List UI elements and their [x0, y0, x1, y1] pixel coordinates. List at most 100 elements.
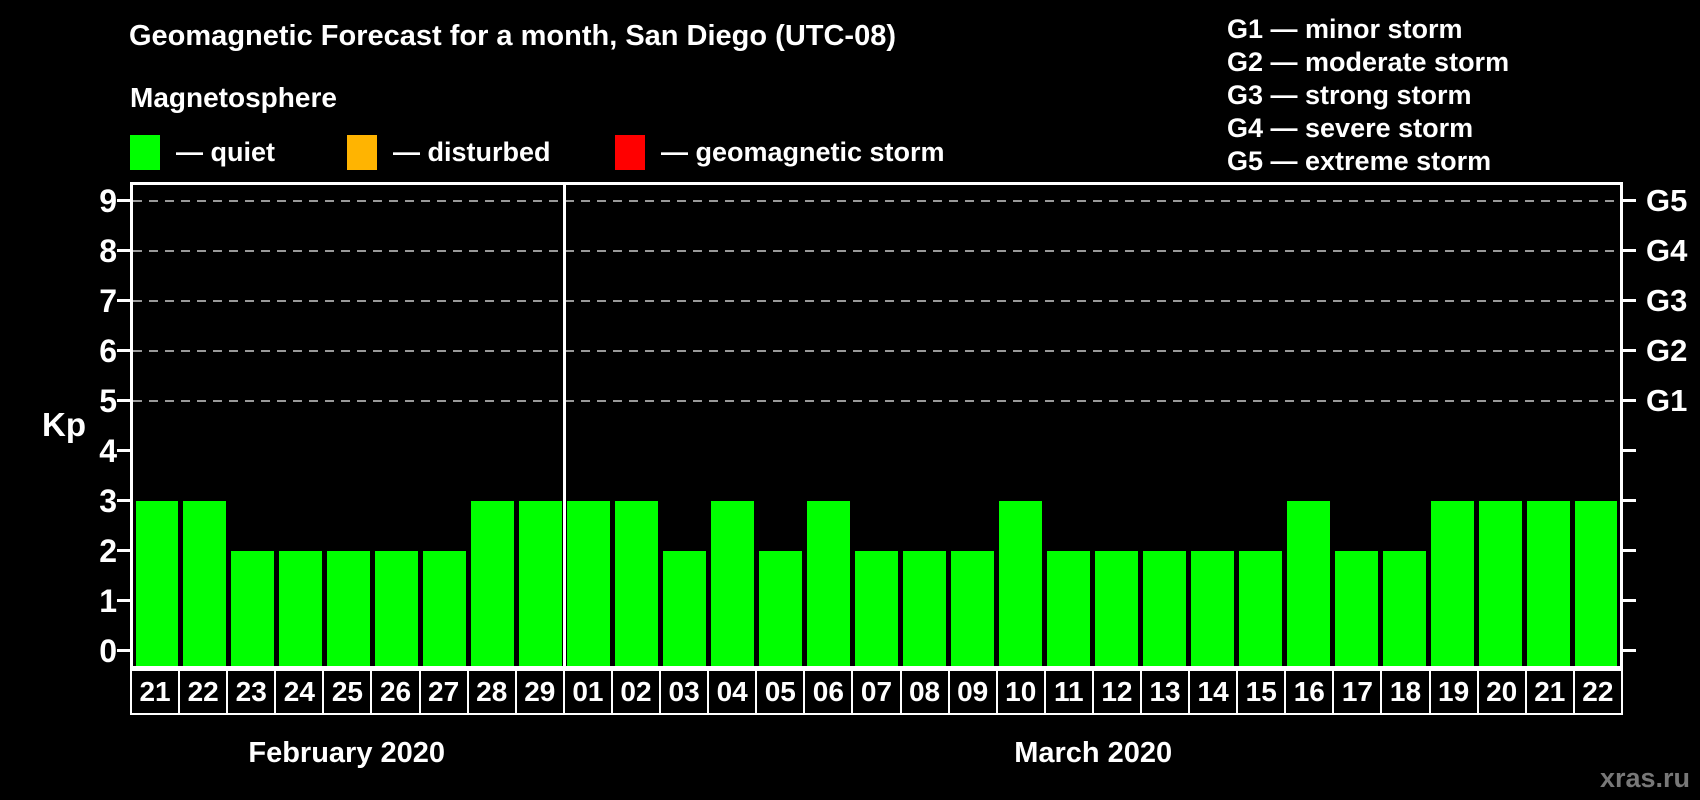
- g-scale-legend-line: G1 — minor storm: [1227, 14, 1463, 44]
- g-axis-tick-mark: [1623, 449, 1636, 452]
- date-cell-05: 05: [755, 669, 806, 715]
- y-axis-tick-label-1: 1: [99, 583, 117, 619]
- y-axis-tick-mark: [117, 599, 130, 602]
- date-cell-27: 27: [418, 669, 469, 715]
- y-axis-tick-label-5: 5: [99, 383, 117, 419]
- kp-bar-day-08: [902, 551, 946, 666]
- y-axis-tick-label-6: 6: [99, 333, 117, 369]
- kp-bar-day-09: [950, 551, 994, 666]
- y-axis-tick-mark: [117, 649, 130, 652]
- legend-item-label: — disturbed: [393, 137, 551, 167]
- gridline-kp-6: [133, 350, 1620, 352]
- kp-bar-day-05: [759, 551, 803, 666]
- y-axis-tick-mark: [117, 199, 130, 202]
- month-separator-line: [563, 185, 567, 666]
- date-cell-06: 06: [803, 669, 854, 715]
- month-label-march: March 2020: [1014, 737, 1173, 769]
- date-cell-04: 04: [707, 669, 758, 715]
- y-axis-tick-label-4: 4: [99, 433, 117, 469]
- kp-bar-day-25: [327, 551, 371, 666]
- kp-bar-day-21: [135, 501, 179, 666]
- gridline-kp-5: [133, 400, 1620, 402]
- gridline-kp-8: [133, 250, 1620, 252]
- date-cell-18: 18: [1380, 669, 1431, 715]
- date-cell-13: 13: [1139, 669, 1191, 715]
- y-axis-tick-label-0: 0: [99, 633, 117, 669]
- g-scale-legend-line: G5 — extreme storm: [1227, 146, 1492, 176]
- date-cell-19: 19: [1428, 669, 1479, 715]
- date-cell-07: 07: [851, 669, 902, 715]
- y-axis-tick-mark: [117, 349, 130, 352]
- kp-bar-day-02: [615, 501, 659, 666]
- watermark: xras.ru: [1599, 763, 1690, 793]
- date-cell-01: 01: [562, 669, 613, 715]
- y-axis-tick-mark: [117, 299, 130, 302]
- y-axis-tick-label-9: 9: [99, 183, 117, 219]
- kp-bar-day-24: [279, 551, 323, 666]
- legend-item-geomagnetic-storm: — geomagnetic storm: [615, 134, 945, 171]
- g-axis-tick-mark: [1623, 349, 1636, 352]
- kp-bar-day-04: [711, 501, 755, 666]
- kp-bar-day-12: [1094, 551, 1138, 666]
- date-cell-09: 09: [947, 669, 998, 715]
- date-cell-15: 15: [1236, 669, 1287, 715]
- kp-bar-day-16: [1286, 501, 1330, 666]
- date-cell-29: 29: [514, 669, 565, 715]
- g-scale-legend: G1 — minor storm G2 — moderate storm G3 …: [1227, 13, 1509, 178]
- legend-item-label: — quiet: [176, 137, 275, 167]
- date-cell-12: 12: [1091, 669, 1142, 715]
- legend-item-quiet: — quiet: [130, 134, 275, 171]
- kp-bar-day-28: [471, 501, 515, 666]
- kp-bar-day-11: [1046, 551, 1090, 666]
- plot-area: [130, 182, 1623, 669]
- disturbed-color-swatch: [347, 135, 377, 170]
- y-axis-tick-label-3: 3: [99, 483, 117, 519]
- kp-bar-day-10: [998, 501, 1042, 666]
- date-cell-22: 22: [1572, 669, 1623, 715]
- gridline-kp-7: [133, 300, 1620, 302]
- date-cell-28: 28: [466, 669, 517, 715]
- g-axis-label-g3: G3: [1646, 283, 1688, 318]
- y-axis-title: Kp: [42, 406, 86, 443]
- kp-bar-day-15: [1238, 551, 1282, 666]
- date-cell-20: 20: [1476, 669, 1527, 715]
- kp-bar-day-13: [1142, 551, 1186, 666]
- g-axis-label-g5: G5: [1646, 183, 1688, 218]
- kp-bar-day-17: [1334, 551, 1378, 666]
- g-scale-legend-line: G2 — moderate storm: [1227, 47, 1510, 77]
- g-axis-tick-mark: [1623, 199, 1636, 202]
- date-cell-25: 25: [322, 669, 373, 715]
- y-axis-tick-mark: [117, 249, 130, 252]
- g-axis-tick-mark: [1623, 499, 1636, 502]
- kp-bar-day-14: [1190, 551, 1234, 666]
- kp-bar-day-20: [1478, 501, 1522, 666]
- g-axis-tick-mark: [1623, 649, 1636, 652]
- y-axis-tick-label-2: 2: [99, 533, 117, 569]
- date-cell-16: 16: [1284, 669, 1335, 715]
- g-axis-tick-mark: [1623, 599, 1636, 602]
- kp-bar-day-23: [231, 551, 275, 666]
- kp-bar-day-01: [567, 501, 611, 666]
- y-axis-tick-label-8: 8: [99, 233, 117, 269]
- date-axis: 21 22 23 24 25 26 27 28 29 01 02 03 04 05 06 07 08 09 10 11…: [130, 669, 1623, 715]
- kp-bar-day-07: [855, 551, 898, 666]
- legend-item-disturbed: — disturbed: [347, 134, 551, 171]
- g-axis-tick-mark: [1623, 399, 1636, 402]
- date-cell-14: 14: [1188, 669, 1239, 715]
- magnetosphere-legend-heading: Magnetosphere: [130, 82, 337, 113]
- g-scale-legend-line: G4 — severe storm: [1227, 113, 1474, 143]
- kp-bar-day-21: [1526, 501, 1570, 666]
- g-axis-label-g1: G1: [1646, 383, 1688, 418]
- date-cell-10: 10: [995, 669, 1046, 715]
- date-cell-24: 24: [274, 669, 325, 715]
- geomagnetic-storm-color-swatch: [615, 135, 645, 170]
- y-axis-tick-mark: [117, 449, 130, 452]
- y-axis-tick-mark: [117, 549, 130, 552]
- date-cell-23: 23: [226, 669, 277, 715]
- month-label-february: February 2020: [248, 737, 446, 769]
- kp-bar-day-18: [1382, 551, 1426, 666]
- date-cell-26: 26: [370, 669, 421, 715]
- date-cell-21: 21: [1524, 669, 1575, 715]
- g-axis-label-g2: G2: [1646, 333, 1688, 368]
